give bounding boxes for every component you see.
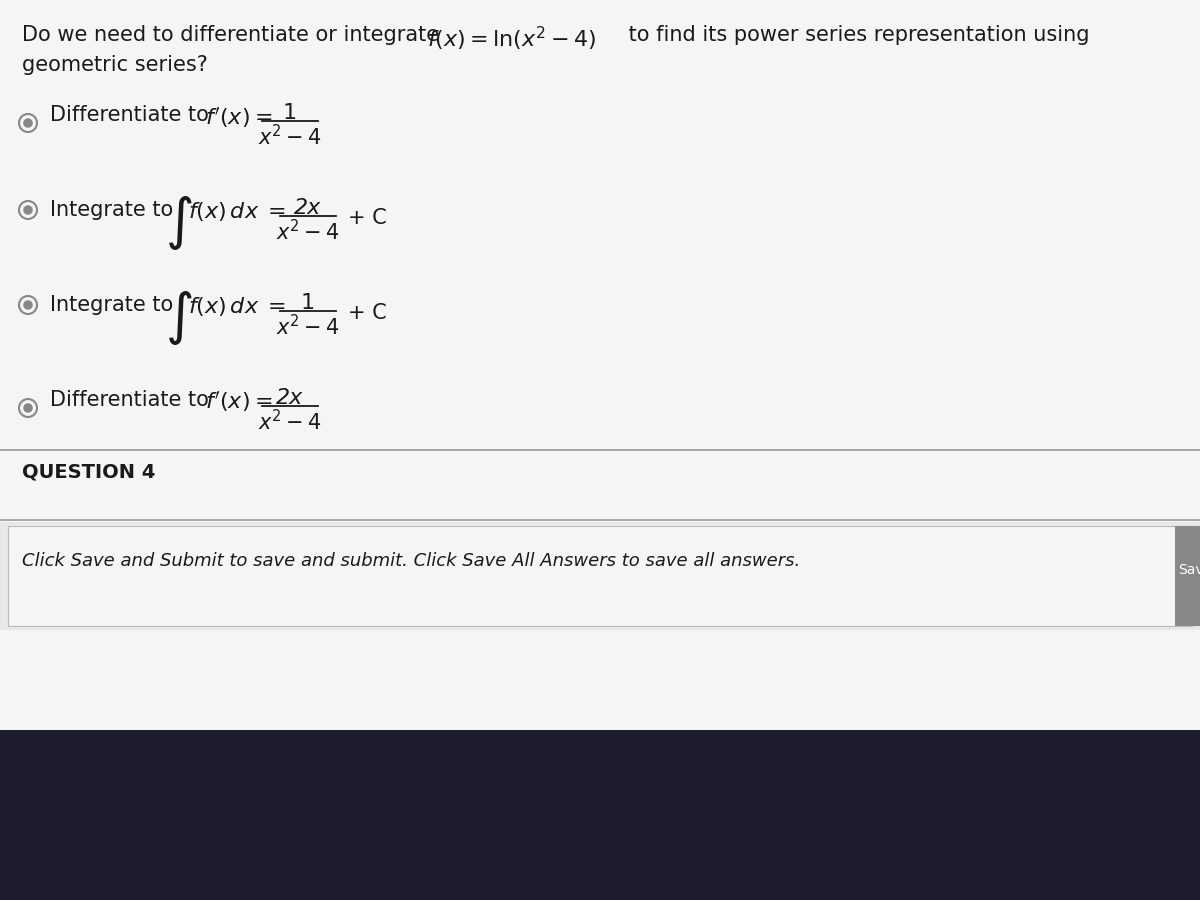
Text: 1: 1: [283, 103, 298, 123]
Text: Integrate to: Integrate to: [50, 200, 173, 220]
Text: $\int$: $\int$: [166, 194, 192, 252]
FancyBboxPatch shape: [0, 0, 1200, 730]
Text: $x^2-4$: $x^2-4$: [258, 409, 322, 434]
Text: geometric series?: geometric series?: [22, 55, 208, 75]
FancyBboxPatch shape: [0, 450, 1200, 520]
Text: Differentiate to: Differentiate to: [50, 390, 216, 410]
Text: to find its power series representation using: to find its power series representation …: [622, 25, 1090, 45]
Text: 2x: 2x: [294, 198, 322, 218]
Text: Integrate to: Integrate to: [50, 295, 173, 315]
Text: Differentiate to: Differentiate to: [50, 105, 216, 125]
Text: Do we need to differentiate or integrate: Do we need to differentiate or integrate: [22, 25, 445, 45]
Text: $x^2-4$: $x^2-4$: [276, 314, 340, 339]
Text: $f(x)\,dx\;=$: $f(x)\,dx\;=$: [188, 295, 286, 318]
Text: $\mathit{f(x)}=\ln(x^2-4)$: $\mathit{f(x)}=\ln(x^2-4)$: [427, 25, 596, 53]
FancyBboxPatch shape: [0, 730, 1200, 900]
FancyBboxPatch shape: [1175, 526, 1200, 626]
Text: $x^2-4$: $x^2-4$: [276, 219, 340, 244]
Text: QUESTION 4: QUESTION 4: [22, 462, 155, 481]
Text: $x^2-4$: $x^2-4$: [258, 124, 322, 149]
Circle shape: [24, 404, 32, 412]
Text: + C: + C: [348, 208, 386, 228]
Text: 1: 1: [301, 293, 316, 313]
Text: $\int$: $\int$: [166, 289, 192, 347]
Text: + C: + C: [348, 303, 386, 323]
Text: Sav: Sav: [1178, 563, 1200, 577]
Text: $f'(x) =$: $f'(x) =$: [205, 390, 272, 415]
Circle shape: [24, 206, 32, 214]
Circle shape: [24, 301, 32, 309]
Circle shape: [24, 119, 32, 127]
FancyBboxPatch shape: [0, 522, 1200, 630]
Text: Click Save and Submit to save and submit. Click Save All Answers to save all ans: Click Save and Submit to save and submit…: [22, 552, 800, 570]
Text: $f(x)\,dx\;=$: $f(x)\,dx\;=$: [188, 200, 286, 223]
Text: $f'(x) =$: $f'(x) =$: [205, 105, 272, 130]
FancyBboxPatch shape: [8, 526, 1192, 626]
Text: 2x: 2x: [276, 388, 304, 408]
